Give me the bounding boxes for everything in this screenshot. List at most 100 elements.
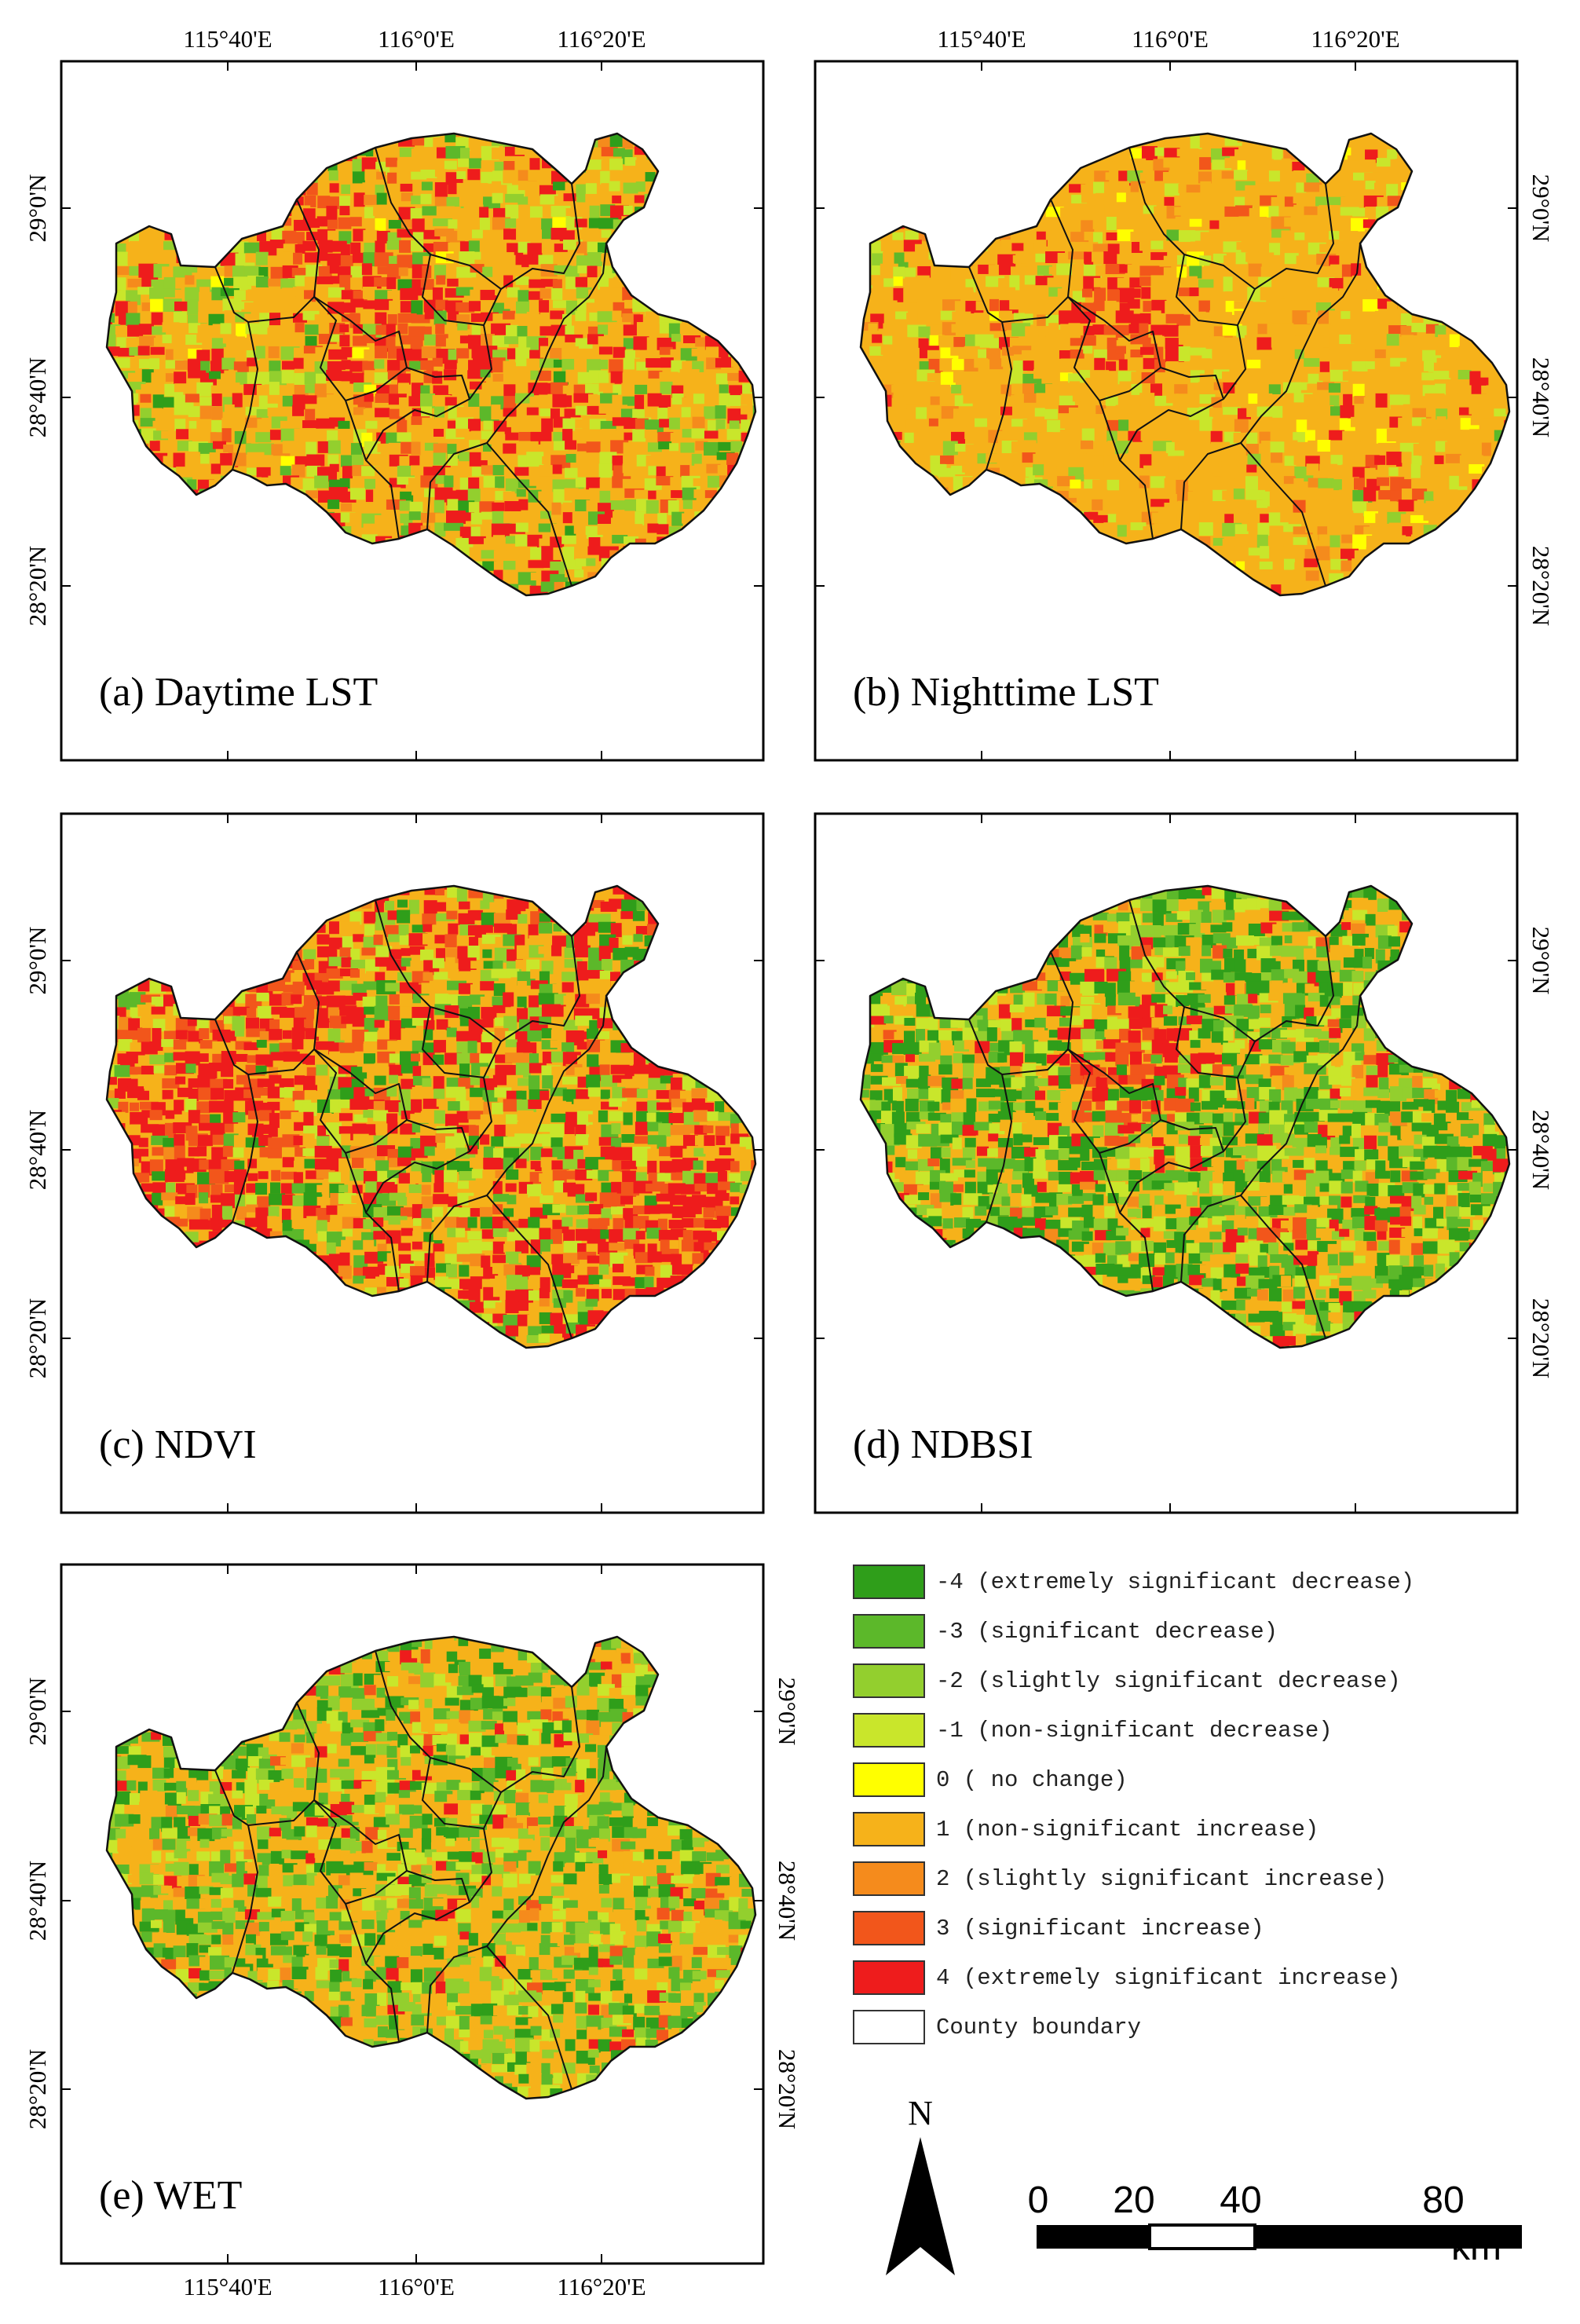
raster-cell — [259, 606, 276, 618]
raster-cell — [1083, 570, 1093, 585]
raster-cell — [1504, 526, 1509, 538]
raster-cell — [1070, 479, 1081, 492]
raster-cell — [1315, 546, 1330, 561]
raster-cell — [1059, 595, 1071, 606]
raster-cell — [1480, 487, 1500, 499]
raster-cell — [1178, 287, 1197, 297]
raster-cell — [872, 394, 883, 403]
raster-cell — [365, 605, 385, 613]
raster-cell — [377, 456, 387, 469]
raster-cell — [1070, 381, 1081, 390]
raster-cell — [942, 181, 957, 194]
raster-cell — [352, 159, 362, 173]
raster-cell — [669, 217, 685, 230]
raster-cell — [528, 291, 543, 300]
raster-cell — [255, 204, 275, 218]
raster-cell — [668, 184, 681, 197]
raster-cell — [668, 160, 687, 170]
raster-cell — [1472, 171, 1484, 185]
raster-cell — [1482, 550, 1493, 562]
raster-cell — [564, 408, 581, 418]
raster-cell — [1494, 241, 1509, 256]
raster-cell — [1058, 123, 1070, 130]
raster-cell — [682, 146, 694, 158]
raster-cell — [173, 325, 192, 337]
raster-cell — [587, 405, 606, 415]
raster-cell — [529, 302, 541, 314]
raster-cell — [954, 525, 971, 534]
raster-cell — [210, 595, 223, 606]
raster-cell — [975, 442, 991, 452]
raster-cell — [141, 314, 155, 324]
raster-cell — [1282, 538, 1297, 547]
raster-cell — [448, 607, 466, 617]
raster-cell — [1292, 324, 1308, 336]
raster-cell — [880, 571, 899, 584]
raster-cell — [350, 443, 362, 456]
raster-cell — [212, 503, 225, 518]
raster-cell — [107, 137, 111, 146]
raster-cell — [1131, 550, 1150, 560]
raster-cell — [1024, 207, 1034, 216]
raster-cell — [139, 335, 156, 346]
raster-cell — [1504, 185, 1509, 198]
raster-cell — [1080, 169, 1090, 181]
raster-cell — [1458, 134, 1478, 145]
raster-cell — [904, 182, 917, 195]
raster-cell — [1505, 313, 1509, 324]
raster-cell — [1023, 572, 1043, 580]
raster-cell — [649, 122, 659, 131]
raster-cell — [456, 170, 466, 179]
raster-cell — [1048, 220, 1059, 229]
raster-cell — [339, 206, 350, 216]
raster-cell — [127, 159, 142, 170]
raster-cell — [259, 301, 274, 310]
raster-cell — [151, 372, 163, 384]
raster-cell — [283, 251, 295, 264]
raster-cell — [1021, 252, 1033, 264]
raster-cell — [1011, 243, 1027, 251]
raster-cell — [612, 338, 622, 350]
raster-cell — [978, 349, 995, 358]
raster-cell — [671, 206, 689, 215]
raster-cell — [269, 194, 286, 203]
raster-cell — [942, 522, 959, 536]
raster-cell — [610, 500, 627, 511]
raster-cell — [1187, 326, 1204, 335]
raster-cell — [671, 242, 685, 258]
raster-cell — [1471, 204, 1491, 215]
raster-cell — [185, 275, 195, 285]
raster-cell — [503, 511, 519, 523]
raster-cell — [730, 501, 740, 515]
raster-cell — [680, 465, 690, 479]
raster-cell — [1362, 298, 1379, 313]
raster-cell — [1483, 299, 1501, 308]
raster-cell — [409, 593, 422, 595]
raster-cell — [455, 428, 470, 437]
raster-cell — [137, 889, 155, 902]
raster-cell — [940, 170, 953, 178]
raster-cell — [421, 584, 440, 593]
raster-cell — [149, 538, 167, 551]
raster-cell — [894, 487, 914, 497]
raster-cell — [114, 490, 130, 502]
raster-cell — [870, 572, 887, 587]
raster-cell — [1234, 549, 1245, 562]
raster-cell — [1234, 500, 1252, 509]
raster-cell — [585, 193, 601, 207]
raster-cell — [681, 240, 696, 251]
raster-cell — [1293, 240, 1313, 249]
raster-cell — [538, 491, 552, 501]
raster-cell — [1234, 467, 1245, 478]
raster-cell — [613, 608, 632, 619]
raster-cell — [1493, 216, 1505, 228]
raster-cell — [1035, 137, 1048, 152]
raster-cell — [1317, 229, 1328, 245]
raster-cell — [552, 181, 569, 191]
raster-cell — [553, 145, 565, 159]
raster-cell — [1260, 419, 1274, 434]
raster-cell — [1448, 218, 1462, 229]
raster-cell — [728, 298, 748, 313]
raster-cell — [280, 466, 291, 476]
raster-cell — [1011, 441, 1026, 453]
